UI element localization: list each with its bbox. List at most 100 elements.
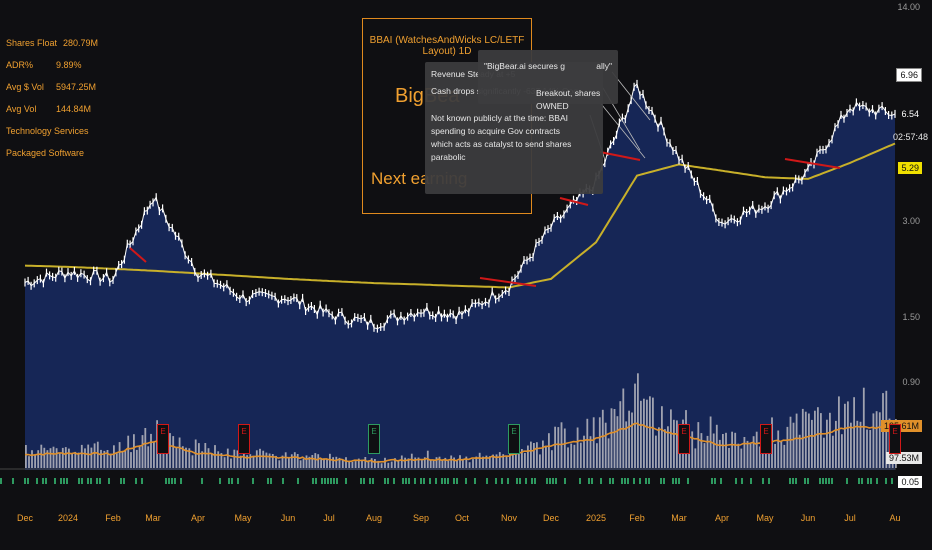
volume-bar xyxy=(124,449,127,468)
volume-bar xyxy=(475,456,478,468)
indicator-bar xyxy=(516,478,518,484)
volume-bar xyxy=(414,457,417,468)
indicator-bar xyxy=(600,478,602,484)
volume-bar xyxy=(604,422,607,468)
earnings-marker[interactable]: E xyxy=(760,424,772,454)
volume-bar xyxy=(492,454,494,468)
volume-bar xyxy=(345,457,347,468)
ma-200-line xyxy=(24,142,896,289)
volume-bar xyxy=(246,455,248,468)
stat-label: ADR% xyxy=(6,60,34,70)
indicator-bar xyxy=(441,478,443,484)
x-tick-label: Apr xyxy=(190,513,206,523)
indicator-bar xyxy=(42,478,44,484)
indicator-bar xyxy=(828,478,830,484)
indicator-bar xyxy=(99,478,101,484)
indicator-bar xyxy=(519,478,521,484)
price-area xyxy=(25,83,895,471)
volume-bar xyxy=(55,448,58,468)
volume-bar xyxy=(872,413,875,468)
indicator-bar xyxy=(270,478,272,484)
earnings-marker[interactable]: E xyxy=(238,424,250,454)
volume-bar xyxy=(40,444,43,468)
indicator-bar xyxy=(663,478,665,484)
indicator-bar xyxy=(444,478,446,484)
indicator-bar xyxy=(219,478,221,484)
volume-bar xyxy=(527,445,529,468)
indicator-bar xyxy=(579,478,581,484)
earnings-marker[interactable]: E xyxy=(368,424,380,454)
volume-bar xyxy=(144,428,147,468)
volume-bar xyxy=(217,451,220,468)
indicator-bar xyxy=(555,478,557,484)
volume-bar xyxy=(96,441,99,468)
indicator-bar xyxy=(315,478,317,484)
earnings-marker[interactable]: E xyxy=(157,424,169,454)
x-tick-label: Jul xyxy=(844,513,856,523)
indicator-bar xyxy=(414,478,416,484)
indicator-bar xyxy=(891,478,893,484)
volume-bar xyxy=(838,396,840,468)
volume-bar xyxy=(423,457,426,468)
indicator-bar xyxy=(591,478,593,484)
indicator-bar xyxy=(789,478,791,484)
indicator-bar xyxy=(345,478,347,484)
volume-bar xyxy=(703,443,706,468)
volume-bar xyxy=(459,455,461,468)
volume-bar xyxy=(133,434,135,468)
volume-bar xyxy=(380,463,383,468)
volume-bar xyxy=(43,447,46,468)
stat-row: Avg Vol 144.84M xyxy=(6,98,98,120)
x-tick-label: Dec xyxy=(16,513,34,523)
x-tick-label: Apr xyxy=(714,513,730,523)
earnings-marker[interactable]: E xyxy=(508,424,520,454)
indicator-bar xyxy=(369,478,371,484)
volume-bar xyxy=(643,398,645,468)
volume-bar xyxy=(34,454,36,468)
indicator-bar xyxy=(486,478,488,484)
stat-row: Technology Services xyxy=(6,120,98,142)
x-tick-label: Dec xyxy=(542,513,560,523)
volume-bar xyxy=(734,432,737,468)
volume-bar xyxy=(691,431,694,468)
volume-bar xyxy=(488,456,491,468)
indicator-bar xyxy=(0,478,2,484)
volume-bar xyxy=(311,455,314,468)
indicator-bar xyxy=(792,478,794,484)
volume-bar xyxy=(64,447,67,468)
volume-bar xyxy=(866,429,868,468)
stat-row: ADR% 9.89% xyxy=(6,54,98,76)
annotation-note-breakout[interactable]: "BigBear.ai secures g ally" Breakout, sh… xyxy=(478,50,618,111)
indicator-bar xyxy=(123,478,125,484)
volume-bar xyxy=(482,456,484,468)
volume-bar xyxy=(847,401,849,468)
x-tick-label: 2024 xyxy=(57,513,79,523)
earnings-marker[interactable]: E xyxy=(678,424,690,454)
price-current-badge: 6.54 xyxy=(898,108,922,120)
volume-bar xyxy=(37,450,40,468)
indicator-bar xyxy=(474,478,476,484)
volume-bar xyxy=(400,455,403,468)
note-pointer xyxy=(597,99,646,159)
volume-bar xyxy=(364,457,367,468)
volume-bar xyxy=(450,455,453,468)
indicator-bar xyxy=(831,478,833,484)
volume-bar xyxy=(512,444,514,468)
volume-bar xyxy=(370,458,373,468)
volume-bar xyxy=(798,434,801,468)
volume-bar xyxy=(792,422,795,468)
indicator-bar xyxy=(180,478,182,484)
stat-value: 280.79M xyxy=(63,38,99,48)
indicator-bar xyxy=(675,478,677,484)
price-high-badge: 6.96 xyxy=(896,68,922,82)
volume-bar xyxy=(361,459,363,468)
volume-bar xyxy=(737,443,740,468)
indicator-bar xyxy=(660,478,662,484)
volume-bar xyxy=(625,421,628,468)
volume-bar xyxy=(731,431,733,468)
earnings-marker[interactable]: E xyxy=(889,424,901,454)
volume-bar xyxy=(31,450,33,468)
volume-bar xyxy=(610,408,613,468)
indicator-bar xyxy=(327,478,329,484)
volume-bar xyxy=(598,417,601,468)
